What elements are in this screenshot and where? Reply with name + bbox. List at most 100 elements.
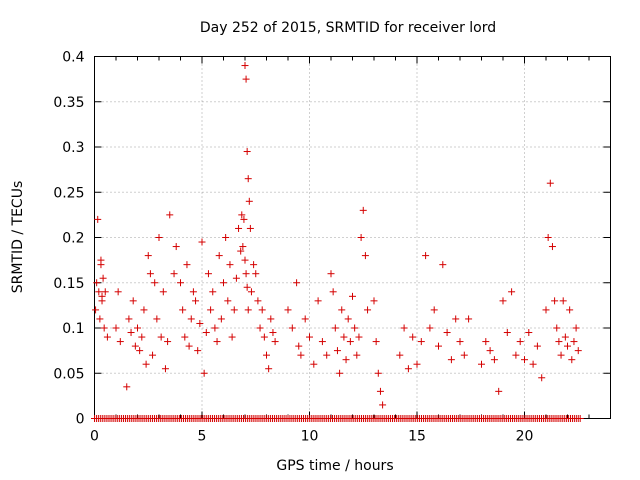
data-point: [100, 324, 108, 332]
data-point: [409, 333, 417, 341]
data-point: [400, 324, 408, 332]
data-point: [95, 288, 103, 296]
data-point: [557, 351, 565, 359]
data-point: [533, 342, 541, 350]
data-point: [529, 360, 537, 368]
data-point: [333, 347, 341, 355]
data-point: [512, 351, 520, 359]
data-point: [323, 351, 331, 359]
data-point: [306, 333, 313, 341]
data-point: [217, 315, 225, 323]
data-point: [263, 351, 270, 359]
data-point: [177, 279, 184, 287]
data-point: [99, 274, 107, 282]
data-point: [103, 333, 111, 341]
x-tick-label: 0: [90, 429, 99, 445]
data-point: [94, 215, 102, 223]
x-tick-label: 20: [516, 429, 534, 445]
data-point: [499, 297, 507, 305]
data-point: [252, 270, 260, 278]
data-point: [417, 338, 425, 346]
data-point: [495, 387, 503, 395]
data-point: [161, 365, 169, 373]
data-point: [267, 315, 275, 323]
data-point: [125, 315, 133, 323]
data-point: [572, 324, 580, 332]
data-point: [490, 356, 498, 364]
data-point: [443, 329, 451, 337]
data-point: [157, 333, 165, 341]
data-point: [183, 261, 191, 269]
data-point: [503, 329, 511, 337]
data-point: [542, 306, 550, 314]
data-point: [447, 356, 455, 364]
data-point: [435, 342, 442, 350]
data-point: [98, 292, 106, 300]
data-point: [224, 297, 232, 305]
data-point: [525, 329, 533, 337]
data-point: [254, 297, 262, 305]
data-point: [166, 211, 174, 219]
data-point: [574, 347, 582, 355]
data-point: [146, 270, 154, 278]
y-tick-label: 0.15: [53, 276, 84, 292]
data-point: [258, 306, 266, 314]
data-point: [553, 324, 561, 332]
data-point: [241, 256, 249, 264]
data-point: [230, 306, 238, 314]
data-point: [129, 297, 137, 305]
y-tick-label: 0.3: [62, 140, 84, 156]
data-point: [235, 224, 243, 232]
data-point: [544, 234, 552, 241]
y-tick-label: 0.4: [62, 50, 84, 66]
data-point: [247, 288, 255, 296]
data-point: [149, 351, 157, 359]
data-point: [288, 324, 296, 332]
data-point: [232, 274, 240, 282]
data-point: [521, 356, 528, 364]
data-point: [97, 256, 105, 264]
data-point: [114, 288, 122, 296]
data-point: [486, 347, 494, 355]
data-point: [564, 342, 571, 350]
data-point: [351, 324, 359, 332]
data-point: [159, 288, 167, 296]
y-tick-label: 0.1: [62, 321, 84, 337]
data-point: [164, 338, 172, 346]
data-point: [265, 365, 273, 373]
data-point: [134, 324, 141, 332]
data-point: [508, 288, 516, 296]
y-axis-label: SRMTID / TECUs: [10, 181, 26, 294]
data-point: [237, 247, 245, 255]
data-point: [198, 238, 206, 246]
data-point: [297, 351, 305, 359]
data-point: [548, 243, 556, 251]
x-tick-label: 10: [301, 429, 319, 445]
data-point: [172, 243, 180, 251]
data-point: [293, 279, 301, 287]
data-point: [426, 324, 434, 332]
data-point: [422, 252, 430, 260]
data-point: [329, 288, 337, 296]
x-tick-label: 15: [408, 429, 426, 445]
data-point: [242, 270, 250, 278]
data-point: [430, 306, 438, 314]
data-point: [359, 206, 367, 214]
data-point: [228, 333, 236, 341]
data-point: [112, 324, 120, 332]
data-point: [478, 360, 485, 368]
data-point: [194, 347, 202, 355]
data-point: [127, 329, 135, 337]
data-point: [342, 356, 350, 364]
data-point: [200, 369, 208, 377]
x-tick-label: 5: [198, 429, 207, 445]
data-point: [243, 283, 251, 291]
data-point: [220, 279, 227, 287]
data-point: [187, 315, 195, 323]
data-point: [226, 261, 234, 269]
data-point: [284, 306, 292, 314]
data-point: [301, 315, 309, 323]
data-point: [151, 279, 159, 287]
data-point: [189, 288, 197, 296]
